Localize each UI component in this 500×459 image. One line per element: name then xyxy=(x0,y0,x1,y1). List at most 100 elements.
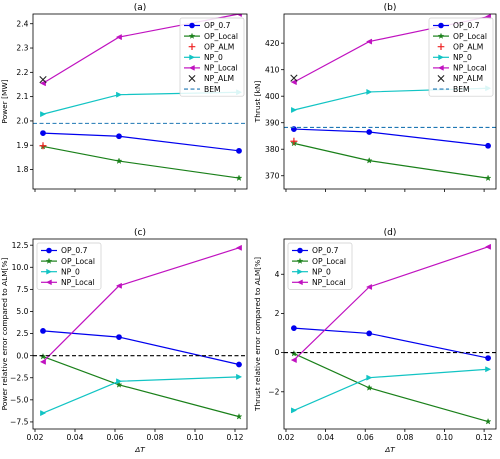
x-tick-label: 0.02 xyxy=(278,433,295,442)
op-0-7-line xyxy=(42,132,240,152)
legend-marker-op-0-7 xyxy=(438,22,444,29)
op-local-point xyxy=(290,350,298,357)
legend-marker-op-local xyxy=(437,32,445,39)
op-0-7-point xyxy=(40,328,46,334)
y-tick-label: 420 xyxy=(265,39,280,48)
np-0-point xyxy=(366,374,373,381)
op-0-7-line xyxy=(293,128,489,147)
legend-box xyxy=(287,242,353,290)
op-local-point xyxy=(235,174,243,181)
x-tick-label: 0.08 xyxy=(396,433,413,442)
axes-frame xyxy=(32,238,248,430)
y-tick-label: 380 xyxy=(265,145,280,154)
np-local-point xyxy=(115,34,122,41)
y-tick-label: 2.3 xyxy=(16,44,28,53)
legend-label-op-local: OP_Local xyxy=(61,257,95,266)
x-tick-label: 0.06 xyxy=(357,433,374,442)
np-0-line xyxy=(293,368,489,411)
x-axis-label: ΔT xyxy=(134,445,145,454)
panel-title: (b) xyxy=(384,3,397,13)
y-axis-label: Thrust relative error compared to ALM[%] xyxy=(253,257,262,412)
y-tick-label: 0 xyxy=(275,348,280,357)
legend-marker-op-alm xyxy=(188,43,196,51)
np-0-point xyxy=(40,111,47,118)
op-0-7-point xyxy=(485,355,491,361)
y-tick-label: 2.2 xyxy=(16,68,28,77)
axes-frame xyxy=(32,13,248,190)
legend-label-op-0-7: OP_0.7 xyxy=(453,21,480,30)
y-tick-label: 12.5 xyxy=(12,241,29,250)
op-local-line xyxy=(42,145,240,179)
np-0-point xyxy=(116,378,123,385)
op-0-7-point xyxy=(116,133,122,140)
legend-label-np-local: NP_Local xyxy=(453,64,487,73)
np-local-point xyxy=(290,357,297,364)
legend-label-op-local: OP_Local xyxy=(453,32,487,41)
op-local-point xyxy=(115,157,123,164)
legend-label-np-local: NP_Local xyxy=(204,64,238,73)
legend-marker-np-local xyxy=(188,65,195,71)
legend-label-np-local: NP_Local xyxy=(312,278,346,287)
y-axis-label: Power [MW] xyxy=(0,79,9,123)
x-tick-label: 0.04 xyxy=(317,433,334,442)
plot-area xyxy=(33,244,247,420)
np-0-point xyxy=(291,106,298,113)
legend-label-bem: BEM xyxy=(204,85,221,94)
legend-label-op-0-7: OP_0.7 xyxy=(204,21,231,30)
np-local-point xyxy=(366,283,373,290)
y-tick-label: 1.8 xyxy=(16,165,28,174)
op-local-line xyxy=(42,355,240,418)
y-axis-label: Thrust [kN] xyxy=(253,81,262,124)
legend-label-np-0: NP_0 xyxy=(453,53,472,62)
legend-label-op-local: OP_Local xyxy=(312,257,346,266)
legend-label-bem: BEM xyxy=(453,85,470,94)
x-axis-label: ΔT xyxy=(384,445,395,454)
legend-marker-op-0-7 xyxy=(189,22,195,29)
legend-marker-op-local xyxy=(45,257,53,264)
legend-label-np-0: NP_0 xyxy=(61,267,80,276)
legend-label-np-0: NP_0 xyxy=(312,267,331,276)
y-tick-label: 2.5 xyxy=(16,329,28,338)
np-local-point xyxy=(290,79,297,86)
legend-marker-np-alm xyxy=(437,75,445,82)
axes-frame xyxy=(283,238,497,430)
x-tick-label: 0.10 xyxy=(436,433,453,442)
y-tick-label: 4 xyxy=(275,270,280,279)
panel-title: (a) xyxy=(134,3,147,13)
np-0-point xyxy=(485,366,492,373)
y-tick-label: −7.5 xyxy=(10,418,29,427)
np-0-line xyxy=(42,376,240,414)
x-tick-label: 0.08 xyxy=(147,433,164,442)
legend-marker-op-local xyxy=(296,257,304,264)
y-tick-label: 0.0 xyxy=(16,351,28,360)
legend-marker-op-alm xyxy=(437,43,445,51)
legend-label-op-alm: OP_ALM xyxy=(453,42,483,51)
op-local-point xyxy=(484,174,492,182)
x-tick-label: 0.02 xyxy=(27,433,44,442)
legend-label-op-0-7: OP_0.7 xyxy=(312,246,339,255)
legend-label-np-alm: NP_ALM xyxy=(204,74,234,83)
plot-area xyxy=(284,243,496,425)
op-0-7-point xyxy=(366,330,373,337)
np-0-point xyxy=(40,410,47,417)
x-tick-label: 0.12 xyxy=(227,433,244,442)
np-local-point xyxy=(39,80,46,87)
panel-title: (d) xyxy=(384,228,397,238)
x-tick-label: 0.04 xyxy=(67,433,84,442)
op-local-point xyxy=(235,413,243,420)
legend-label-op-0-7: OP_0.7 xyxy=(61,246,88,255)
legend-label-np-0: NP_0 xyxy=(204,53,223,62)
op-local-point xyxy=(365,384,373,391)
op-0-7-line xyxy=(42,330,240,366)
panel-a: (a) 1.8 1.9 2.0 2.1 2.2 2.3 2.4 Power [MW] OP_0.7… xyxy=(0,3,248,192)
legend-marker-np-local xyxy=(437,65,444,71)
op-0-7-point xyxy=(40,130,46,136)
x-tick-label: 0.06 xyxy=(107,433,124,442)
np-local-point xyxy=(39,358,46,365)
legend-marker-np-0 xyxy=(189,54,196,61)
np-local-point xyxy=(484,243,491,250)
